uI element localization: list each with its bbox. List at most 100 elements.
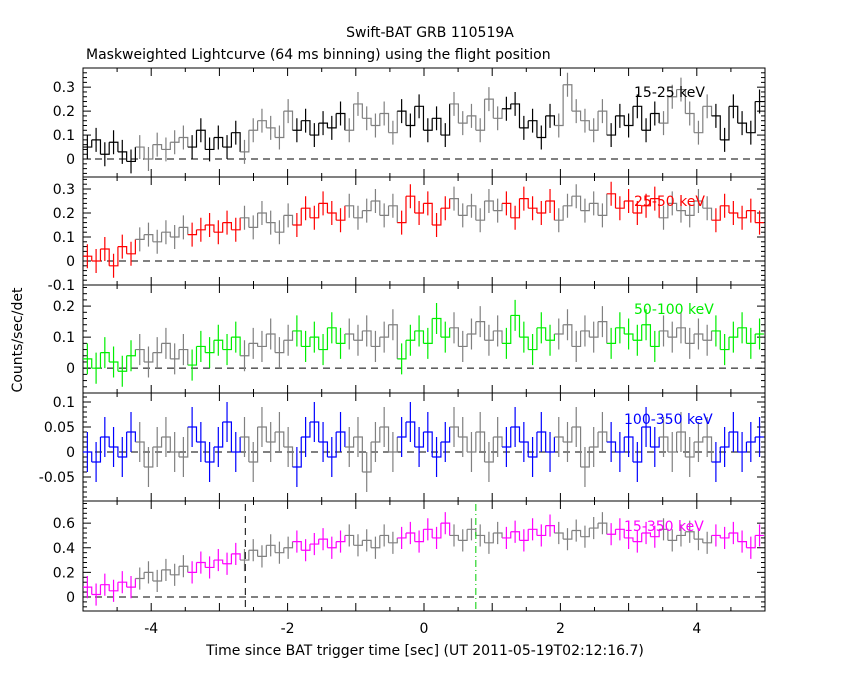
- data-bin: [493, 198, 503, 223]
- data-bin: [301, 108, 311, 136]
- data-bin: [615, 518, 625, 541]
- y-tick-label: 0.3: [53, 182, 75, 198]
- data-bin: [91, 249, 102, 273]
- data-bin: [100, 417, 110, 457]
- data-bin: [222, 334, 233, 366]
- data-bin: [327, 432, 337, 477]
- data-bin: [126, 576, 136, 599]
- data-bin: [109, 579, 119, 602]
- data-bin: [432, 437, 442, 477]
- data-bin: [440, 512, 451, 536]
- data-bin: [248, 427, 259, 482]
- data-bin: [510, 407, 521, 447]
- data-bin: [213, 324, 224, 356]
- data-bin: [624, 417, 634, 462]
- data-bin: [598, 512, 608, 535]
- data-bin: [275, 111, 285, 150]
- data-bin: [379, 101, 390, 133]
- data-bin: [318, 111, 329, 136]
- data-bin: [519, 186, 529, 211]
- data-bin: [536, 312, 547, 344]
- data-bin: [746, 422, 756, 462]
- data-bin: [728, 521, 739, 545]
- data-bin: [545, 514, 555, 537]
- data-bin: [493, 106, 503, 131]
- y-tick-label: 0.2: [53, 206, 75, 222]
- data-bin: [528, 327, 538, 366]
- data-bin: [694, 318, 704, 350]
- data-bin: [659, 518, 669, 541]
- data-bin: [266, 318, 276, 353]
- data-bin: [205, 213, 215, 237]
- data-bin: [353, 205, 363, 230]
- data-bin: [632, 427, 643, 482]
- data-bin: [353, 534, 363, 557]
- data-bin: [589, 427, 599, 467]
- data-bin: [423, 318, 433, 359]
- data-bin: [371, 113, 381, 138]
- data-bin: [615, 432, 625, 472]
- data-bin: [685, 520, 695, 543]
- data-bin: [589, 321, 599, 353]
- data-bin: [170, 130, 180, 155]
- data-bin: [659, 96, 669, 136]
- data-bin: [83, 135, 93, 160]
- data-bin: [161, 327, 171, 359]
- data-bin: [362, 315, 372, 347]
- data-bin: [711, 442, 721, 482]
- data-bin: [755, 524, 764, 547]
- data-bin: [83, 343, 93, 375]
- data-bin: [397, 526, 407, 549]
- data-bin: [126, 239, 136, 266]
- data-bin: [702, 196, 713, 221]
- data-bin: [414, 529, 425, 553]
- data-bin: [100, 573, 110, 596]
- data-bin: [196, 217, 206, 242]
- data-bin: [467, 432, 477, 472]
- data-bin: [126, 147, 136, 174]
- data-bin: [728, 201, 739, 225]
- data-bin: [694, 422, 704, 462]
- data-bin: [650, 330, 660, 362]
- data-bin: [563, 193, 573, 218]
- data-bin: [528, 432, 538, 477]
- data-bin: [624, 526, 634, 549]
- data-bin: [397, 340, 407, 375]
- data-bin: [659, 203, 669, 230]
- data-bin: [737, 111, 748, 136]
- data-bin: [205, 137, 215, 162]
- data-bin: [685, 437, 695, 477]
- data-bin: [179, 125, 189, 150]
- data-bin: [632, 201, 643, 225]
- data-bin: [440, 422, 451, 462]
- data-bin: [536, 201, 547, 225]
- data-bin: [571, 330, 582, 362]
- data-bin: [371, 189, 381, 216]
- data-bin: [257, 330, 267, 362]
- data-bin: [571, 184, 582, 211]
- data-bin: [301, 417, 311, 457]
- data-bin: [615, 196, 625, 221]
- data-bin: [484, 324, 494, 356]
- data-bin: [702, 324, 713, 356]
- data-bin: [423, 412, 433, 457]
- data-bin: [405, 521, 416, 545]
- data-bin: [632, 94, 643, 131]
- y-tick-label: 0: [66, 590, 75, 606]
- data-bin: [685, 101, 695, 133]
- data-bin: [161, 558, 171, 581]
- data-bin: [91, 127, 102, 155]
- data-bin: [432, 303, 442, 338]
- data-bin: [615, 103, 625, 128]
- data-bin: [353, 91, 363, 119]
- data-bin: [301, 330, 311, 362]
- y-tick-label: 0.1: [53, 395, 75, 411]
- data-bin: [519, 115, 529, 140]
- data-bin: [388, 432, 398, 472]
- data-bin: [510, 520, 521, 543]
- data-bin: [257, 108, 267, 133]
- data-bin: [432, 106, 442, 136]
- data-bin: [161, 220, 171, 245]
- data-bin: [248, 539, 259, 562]
- data-bin: [309, 532, 320, 556]
